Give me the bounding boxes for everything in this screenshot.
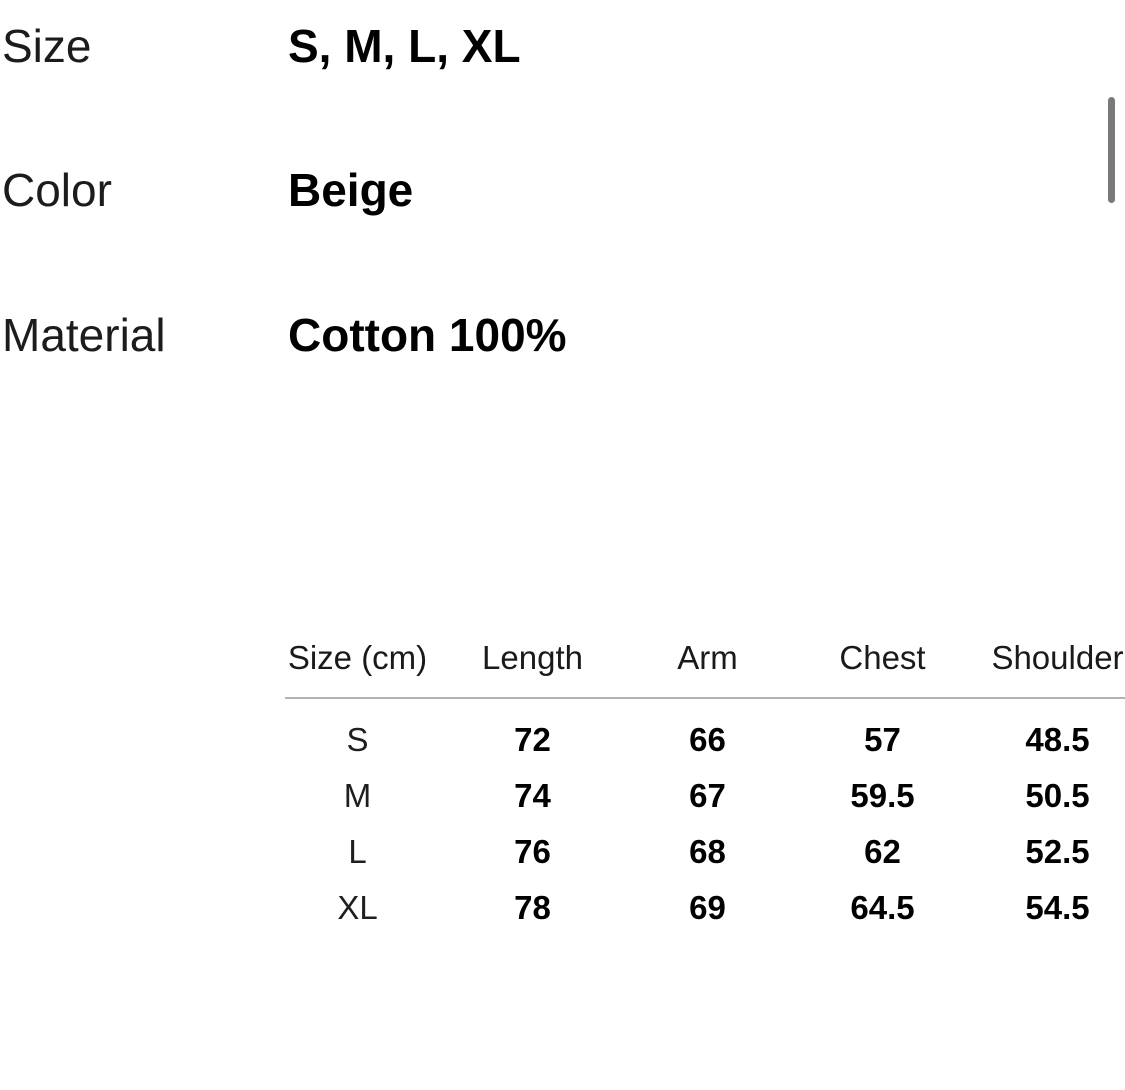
cell-length: 74 (514, 777, 551, 814)
table-row: S 72 66 57 48.5 (270, 712, 1125, 768)
column-header-size-cm: Size (cm) (287, 639, 428, 676)
cell-arm: 66 (689, 721, 726, 758)
cell-shoulder: 52.5 (1025, 833, 1090, 870)
row-label: M (343, 777, 372, 814)
table-header-divider (285, 697, 1125, 699)
size-table-body: S 72 66 57 48.5 M 74 67 59.5 50.5 L 76 6… (270, 699, 1125, 936)
table-row: M 74 67 59.5 50.5 (270, 768, 1125, 824)
spec-label-material: Material (2, 309, 166, 361)
vertical-scrollbar-thumb[interactable] (1108, 97, 1115, 203)
cell-length: 72 (514, 721, 551, 758)
column-header-shoulder: Shoulder (991, 639, 1124, 676)
spec-label-color: Color (2, 164, 112, 216)
spec-row-material: Material Cotton 100% (0, 307, 1125, 365)
spec-value-material: Cotton 100% (288, 309, 567, 361)
row-label: XL (337, 889, 378, 926)
column-header-chest: Chest (839, 639, 926, 676)
row-label: S (346, 721, 369, 758)
cell-length: 78 (514, 889, 551, 926)
column-header-length: Length (482, 639, 583, 676)
spec-row-size: Size S, M, L, XL (0, 18, 1125, 76)
spec-value-size: S, M, L, XL (288, 20, 521, 72)
cell-shoulder: 48.5 (1025, 721, 1090, 758)
size-table-header-row: Size (cm) Length Arm Chest Shoulder (270, 634, 1125, 697)
cell-arm: 68 (689, 833, 726, 870)
cell-chest: 64.5 (850, 889, 915, 926)
spec-row-color: Color Beige (0, 162, 1125, 220)
row-label: L (348, 833, 367, 870)
column-header-arm: Arm (677, 639, 738, 676)
cell-arm: 67 (689, 777, 726, 814)
spec-value-color: Beige (288, 164, 414, 216)
table-row: XL 78 69 64.5 54.5 (270, 880, 1125, 936)
cell-length: 76 (514, 833, 551, 870)
size-chart-table: Size (cm) Length Arm Chest Shoulder S 72… (270, 634, 1125, 936)
cell-arm: 69 (689, 889, 726, 926)
table-row: L 76 68 62 52.5 (270, 824, 1125, 880)
spec-label-size: Size (2, 20, 92, 72)
cell-chest: 59.5 (850, 777, 915, 814)
cell-chest: 57 (864, 721, 901, 758)
cell-chest: 62 (864, 833, 901, 870)
cell-shoulder: 50.5 (1025, 777, 1090, 814)
cell-shoulder: 54.5 (1025, 889, 1090, 926)
